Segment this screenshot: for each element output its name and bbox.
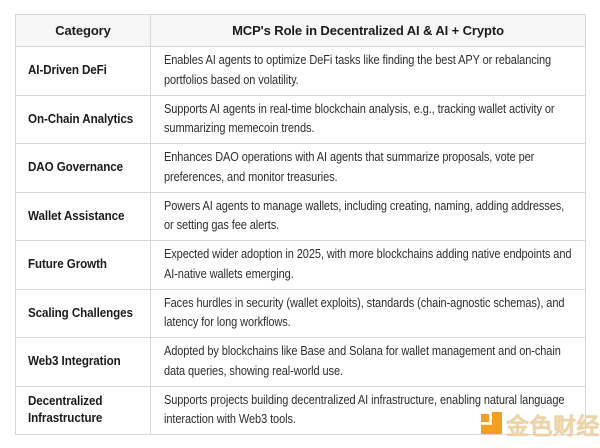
category-cell: AI-Driven DeFi [15, 46, 151, 96]
category-cell: Wallet Assistance [15, 191, 151, 241]
description-cell: Enhances DAO operations with AI agents t… [150, 143, 586, 193]
description-cell: Expected wider adoption in 2025, with mo… [150, 240, 586, 290]
category-cell: Future Growth [15, 240, 151, 290]
category-label: Web3 Integration [28, 354, 121, 369]
category-label: Scaling Challenges [28, 305, 133, 320]
table-row: Future Growth Expected wider adoption in… [15, 240, 586, 290]
category-cell: Scaling Challenges [15, 288, 151, 338]
category-cell: Decentralized Infrastructure [15, 385, 151, 435]
table-row: On-Chain Analytics Supports AI agents in… [15, 94, 586, 144]
category-label: DAO Governance [28, 160, 123, 175]
description-text: Powers AI agents to manage wallets, incl… [164, 198, 565, 233]
description-text: Faces hurdles in security (wallet exploi… [164, 295, 565, 330]
category-cell: Web3 Integration [15, 337, 151, 387]
table-row: Decentralized Infrastructure Supports pr… [15, 385, 586, 435]
table-header-row: Category MCP's Role in Decentralized AI … [15, 14, 586, 47]
category-cell: On-Chain Analytics [15, 94, 151, 144]
table-row: DAO Governance Enhances DAO operations w… [15, 143, 586, 193]
mcp-role-table: Category MCP's Role in Decentralized AI … [15, 14, 586, 435]
category-label: On-Chain Analytics [28, 111, 134, 126]
description-cell: Enables AI agents to optimize DeFi tasks… [150, 46, 586, 96]
table-row: Scaling Challenges Faces hurdles in secu… [15, 288, 586, 338]
description-cell: Supports projects building decentralized… [150, 385, 586, 435]
table-row: AI-Driven DeFi Enables AI agents to opti… [15, 46, 586, 96]
category-label: Wallet Assistance [28, 208, 125, 223]
description-cell: Faces hurdles in security (wallet exploi… [150, 288, 586, 338]
category-label: Decentralized Infrastructure [28, 394, 103, 426]
description-cell: Adopted by blockchains like Base and Sol… [150, 337, 586, 387]
category-label: Future Growth [28, 257, 107, 272]
category-cell: DAO Governance [15, 143, 151, 193]
category-column-header: Category [15, 14, 151, 47]
description-cell: Powers AI agents to manage wallets, incl… [150, 191, 586, 241]
description-text: Enhances DAO operations with AI agents t… [164, 150, 535, 184]
table-row: Wallet Assistance Powers AI agents to ma… [15, 191, 586, 241]
description-cell: Supports AI agents in real-time blockcha… [150, 94, 586, 144]
description-text: Supports projects building decentralized… [164, 392, 565, 427]
mcp-role-column-header: MCP's Role in Decentralized AI & AI + Cr… [150, 14, 586, 47]
table-row: Web3 Integration Adopted by blockchains … [15, 337, 586, 387]
description-text: Expected wider adoption in 2025, with mo… [164, 247, 572, 281]
description-text: Supports AI agents in real-time blockcha… [164, 101, 555, 136]
description-text: Adopted by blockchains like Base and Sol… [164, 344, 561, 378]
description-text: Enables AI agents to optimize DeFi tasks… [164, 53, 552, 87]
category-label: AI-Driven DeFi [28, 63, 107, 78]
